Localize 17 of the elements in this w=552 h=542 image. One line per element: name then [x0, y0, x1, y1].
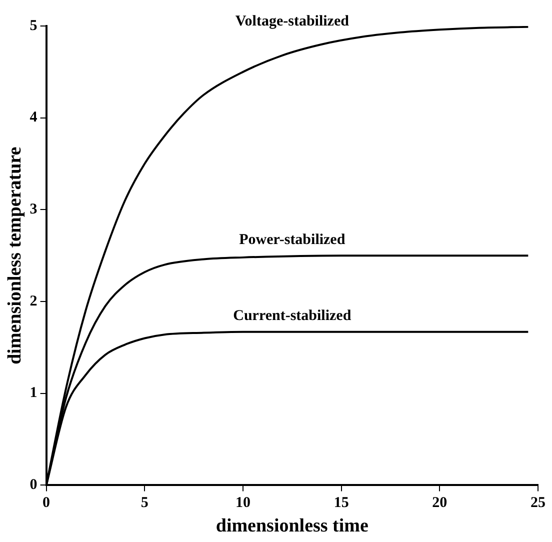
y-tick-label: 5	[30, 18, 38, 34]
series-label: Power-stabilized	[239, 232, 346, 248]
y-tick-label: 4	[30, 110, 38, 126]
y-axis-title: dimensionless temperature	[4, 146, 26, 364]
x-tick-label: 15	[334, 495, 349, 512]
series-label: Current-stabilized	[233, 308, 352, 324]
x-tick-label: 5	[140, 495, 148, 512]
x-tick-label: 25	[530, 495, 546, 512]
x-tick-label: 20	[432, 495, 448, 512]
series-label: Voltage-stabilized	[235, 13, 350, 30]
y-tick-label: 2	[30, 293, 38, 310]
y-tick-label: 0	[30, 477, 38, 494]
y-tick-label: 3	[30, 202, 38, 218]
y-tick-label: 1	[30, 385, 38, 402]
x-tick-label: 0	[42, 495, 50, 512]
x-axis-title: dimensionless time	[216, 516, 368, 537]
x-tick-label: 10	[235, 495, 250, 512]
